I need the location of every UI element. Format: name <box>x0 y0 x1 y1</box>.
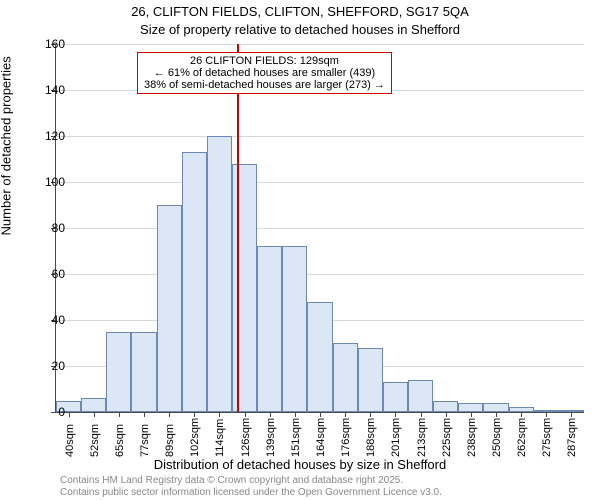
x-tick-mark <box>395 412 396 417</box>
marker-line <box>237 44 239 412</box>
chart-footer: Contains HM Land Registry data © Crown c… <box>60 475 442 498</box>
footer-line-1: Contains HM Land Registry data © Crown c… <box>60 475 442 487</box>
x-tick-label: 188sqm <box>365 418 377 457</box>
x-tick-label: 176sqm <box>340 418 352 457</box>
x-tick-label: 139sqm <box>265 418 277 457</box>
x-tick-mark <box>546 412 547 417</box>
y-tick-label: 100 <box>20 175 65 189</box>
x-tick-label: 114sqm <box>214 419 226 457</box>
x-tick-mark <box>270 412 271 417</box>
x-tick-mark <box>219 412 220 417</box>
x-tick-label: 213sqm <box>416 418 428 457</box>
x-tick-label: 275sqm <box>541 418 553 457</box>
x-tick-mark <box>471 412 472 417</box>
y-tick-label: 120 <box>20 129 65 143</box>
histogram-bar <box>232 164 257 412</box>
histogram-bar <box>182 152 207 412</box>
x-tick-mark <box>245 412 246 417</box>
x-tick-label: 65sqm <box>114 424 126 457</box>
x-tick-label: 164sqm <box>315 418 327 457</box>
y-tick-label: 40 <box>20 313 65 327</box>
x-tick-mark <box>496 412 497 417</box>
footer-line-2: Contains public sector information licen… <box>60 487 442 499</box>
gridline <box>56 274 584 275</box>
x-tick-label: 52sqm <box>89 424 101 457</box>
gridline <box>56 136 584 137</box>
histogram-bar <box>408 380 433 412</box>
histogram-bar <box>106 332 131 413</box>
histogram-bar <box>358 348 383 412</box>
histogram-bar <box>433 401 458 413</box>
histogram-bar <box>307 302 332 412</box>
histogram-bar <box>458 403 483 412</box>
y-tick-label: 20 <box>20 359 65 373</box>
histogram-bar <box>383 382 408 412</box>
chart-title-sub: Size of property relative to detached ho… <box>0 22 600 37</box>
x-tick-mark <box>169 412 170 417</box>
x-tick-mark <box>94 412 95 417</box>
x-tick-label: 225sqm <box>441 418 453 457</box>
y-tick-label: 140 <box>20 83 65 97</box>
x-tick-mark <box>295 412 296 417</box>
histogram-bar <box>131 332 156 413</box>
x-tick-label: 250sqm <box>491 418 503 457</box>
y-tick-label: 0 <box>20 405 65 419</box>
y-axis-label: Number of detached properties <box>0 56 14 235</box>
x-tick-label: 89sqm <box>164 424 176 457</box>
x-tick-mark <box>370 412 371 417</box>
x-tick-mark <box>521 412 522 417</box>
y-tick-label: 80 <box>20 221 65 235</box>
chart-container: 26, CLIFTON FIELDS, CLIFTON, SHEFFORD, S… <box>0 0 600 500</box>
x-tick-mark <box>144 412 145 417</box>
x-tick-label: 262sqm <box>516 418 528 457</box>
x-tick-label: 102sqm <box>189 418 201 457</box>
x-tick-label: 238sqm <box>466 418 478 457</box>
y-tick-label: 160 <box>20 37 65 51</box>
x-axis-label: Distribution of detached houses by size … <box>0 457 600 472</box>
histogram-bar <box>157 205 182 412</box>
gridline <box>56 44 584 45</box>
x-tick-label: 151sqm <box>290 418 302 457</box>
y-tick-label: 60 <box>20 267 65 281</box>
plot-area <box>55 44 584 413</box>
x-tick-mark <box>320 412 321 417</box>
histogram-bar <box>282 246 307 412</box>
x-tick-mark <box>446 412 447 417</box>
x-tick-label: 77sqm <box>139 424 151 457</box>
histogram-bar <box>207 136 232 412</box>
histogram-bar <box>257 246 282 412</box>
histogram-bar <box>483 403 508 412</box>
gridline <box>56 228 584 229</box>
x-tick-mark <box>421 412 422 417</box>
x-tick-label: 40sqm <box>64 424 76 457</box>
x-tick-mark <box>345 412 346 417</box>
x-tick-label: 287sqm <box>566 418 578 457</box>
annotation-line-1: 26 CLIFTON FIELDS: 129sqm <box>144 55 385 67</box>
annotation-box: 26 CLIFTON FIELDS: 129sqm← 61% of detach… <box>137 52 392 94</box>
x-tick-label: 201sqm <box>390 418 402 457</box>
x-tick-mark <box>69 412 70 417</box>
x-tick-mark <box>571 412 572 417</box>
annotation-line-2: ← 61% of detached houses are smaller (43… <box>144 67 385 79</box>
histogram-bar <box>333 343 358 412</box>
histogram-bar <box>81 398 106 412</box>
annotation-line-3: 38% of semi-detached houses are larger (… <box>144 79 385 91</box>
x-tick-mark <box>119 412 120 417</box>
x-tick-label: 126sqm <box>240 418 252 457</box>
x-tick-mark <box>194 412 195 417</box>
gridline <box>56 182 584 183</box>
chart-title-main: 26, CLIFTON FIELDS, CLIFTON, SHEFFORD, S… <box>0 4 600 19</box>
